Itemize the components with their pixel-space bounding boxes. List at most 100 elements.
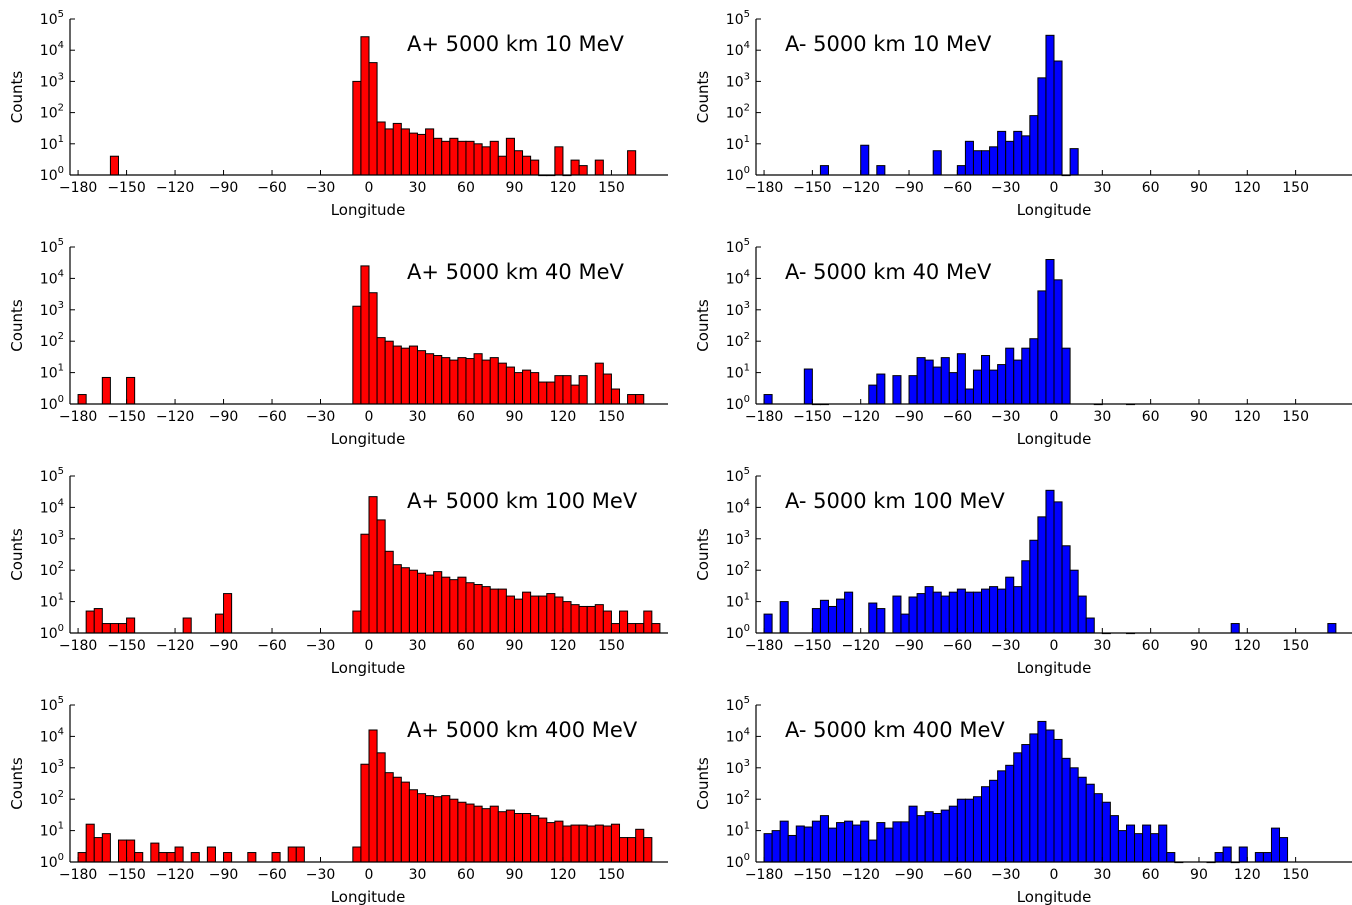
histogram-bar <box>989 369 999 405</box>
y-tick-label: 101 <box>40 363 64 382</box>
x-tick-label: −30 <box>306 409 336 425</box>
histogram-bar <box>900 821 910 863</box>
histogram-bar <box>811 608 821 634</box>
y-tick-label: 104 <box>726 726 750 745</box>
histogram-bar <box>900 613 910 634</box>
y-tick-label: 101 <box>726 134 750 153</box>
histogram-bar <box>779 601 789 634</box>
histogram-bar <box>214 613 225 634</box>
histogram-bar <box>384 340 394 405</box>
y-tick-label: 103 <box>726 529 750 548</box>
histogram-bar <box>932 813 942 863</box>
x-tick-label: −120 <box>156 180 194 196</box>
histogram-bar <box>981 786 991 863</box>
histogram-bar <box>505 366 515 405</box>
histogram-bar <box>1101 801 1111 863</box>
histogram-bar <box>1029 539 1039 634</box>
histogram-bar <box>1069 148 1079 176</box>
histogram-bar <box>101 623 111 634</box>
x-tick-label: 60 <box>457 409 475 425</box>
x-tick-label: 150 <box>598 638 625 654</box>
histogram-bar <box>489 357 499 405</box>
histogram-bar <box>497 811 507 863</box>
histogram-bar <box>1021 560 1031 634</box>
y-axis-label: Counts <box>694 528 712 581</box>
histogram-bar <box>416 133 427 176</box>
histogram-bar <box>441 795 451 863</box>
y-axis-label: Counts <box>8 71 26 124</box>
histogram-bar <box>101 376 111 405</box>
x-tick-label: 120 <box>1234 867 1261 883</box>
histogram-bar <box>392 122 402 176</box>
y-tick-label: 100 <box>40 623 64 642</box>
histogram-bar <box>505 809 515 863</box>
histogram-bar <box>513 598 524 634</box>
histogram-bar <box>360 533 370 634</box>
histogram-bar <box>473 584 483 634</box>
histogram-bar <box>271 852 281 863</box>
histogram-bar <box>392 564 402 634</box>
histogram-bar <box>513 813 524 863</box>
histogram-bar <box>77 852 87 863</box>
x-axis-label: Longitude <box>1017 430 1092 448</box>
histogram-bar <box>360 265 370 405</box>
histogram-bar <box>586 605 596 634</box>
histogram-bar <box>1053 501 1063 634</box>
panel-title: A+ 5000 km 40 MeV <box>407 260 624 284</box>
histogram-bar <box>997 588 1007 634</box>
histogram-bar <box>908 596 918 634</box>
histogram-bar <box>206 846 216 863</box>
panel-title: A- 5000 km 40 MeV <box>785 260 992 284</box>
y-tick-label: 101 <box>726 821 750 840</box>
x-tick-label: −60 <box>257 638 287 654</box>
histogram-bar <box>1077 595 1087 634</box>
x-tick-label: 30 <box>1093 409 1111 425</box>
histogram-bar <box>1134 833 1144 863</box>
x-tick-label: −60 <box>257 867 287 883</box>
histogram-bar <box>384 550 394 634</box>
histogram-bar <box>610 623 621 634</box>
histogram-bar <box>457 801 467 863</box>
x-tick-label: −30 <box>306 638 336 654</box>
histogram-bar <box>594 362 604 405</box>
histogram-panel: −180 −150 −120 −90 −60 −30 0 30 60 90 120 150 100 101… <box>8 466 668 677</box>
histogram-bar <box>1214 852 1224 863</box>
histogram-bar <box>126 617 136 634</box>
histogram-panel: −180 −150 −120 −90 −60 −30 0 30 60 90 120 150 100 101… <box>694 466 1352 677</box>
y-tick-label: 104 <box>40 497 64 516</box>
x-tick-label: −30 <box>991 638 1021 654</box>
histogram-bar <box>554 820 564 863</box>
histogram-bar <box>433 571 443 634</box>
histogram-bar <box>457 576 467 634</box>
y-tick-label: 100 <box>40 165 64 184</box>
y-tick-label: 105 <box>40 466 64 485</box>
histogram-bar <box>1109 815 1119 863</box>
histogram-bar <box>602 373 612 405</box>
x-tick-label: 120 <box>550 409 577 425</box>
histogram-bar <box>505 595 515 634</box>
histogram-bar <box>101 833 111 863</box>
histogram-bar <box>1045 259 1055 405</box>
histogram-bar <box>295 846 305 863</box>
x-tick-label: −120 <box>156 867 194 883</box>
histogram-bar <box>643 837 653 863</box>
x-tick-label: −120 <box>841 638 879 654</box>
histogram-bar <box>570 384 580 405</box>
histogram-bar <box>1262 852 1272 863</box>
histogram-bar <box>619 610 629 634</box>
histogram-bar <box>449 137 459 176</box>
y-tick-label: 103 <box>40 300 64 319</box>
histogram-bar <box>1021 744 1031 863</box>
histogram-bar <box>643 610 653 634</box>
histogram-bar <box>562 601 572 634</box>
histogram-bar <box>473 805 483 863</box>
histogram-bar <box>1013 752 1023 863</box>
histogram-bar <box>392 776 402 863</box>
histogram-bar <box>1013 130 1023 176</box>
histogram-bar <box>844 820 854 863</box>
histogram-panel: −180 −150 −120 −90 −60 −30 0 30 60 90 120 150 100 101… <box>8 9 668 219</box>
histogram-bar <box>1021 135 1031 176</box>
histogram-bar <box>940 357 950 405</box>
y-tick-label: 101 <box>40 592 64 611</box>
panel-title: A+ 5000 km 10 MeV <box>407 32 624 56</box>
